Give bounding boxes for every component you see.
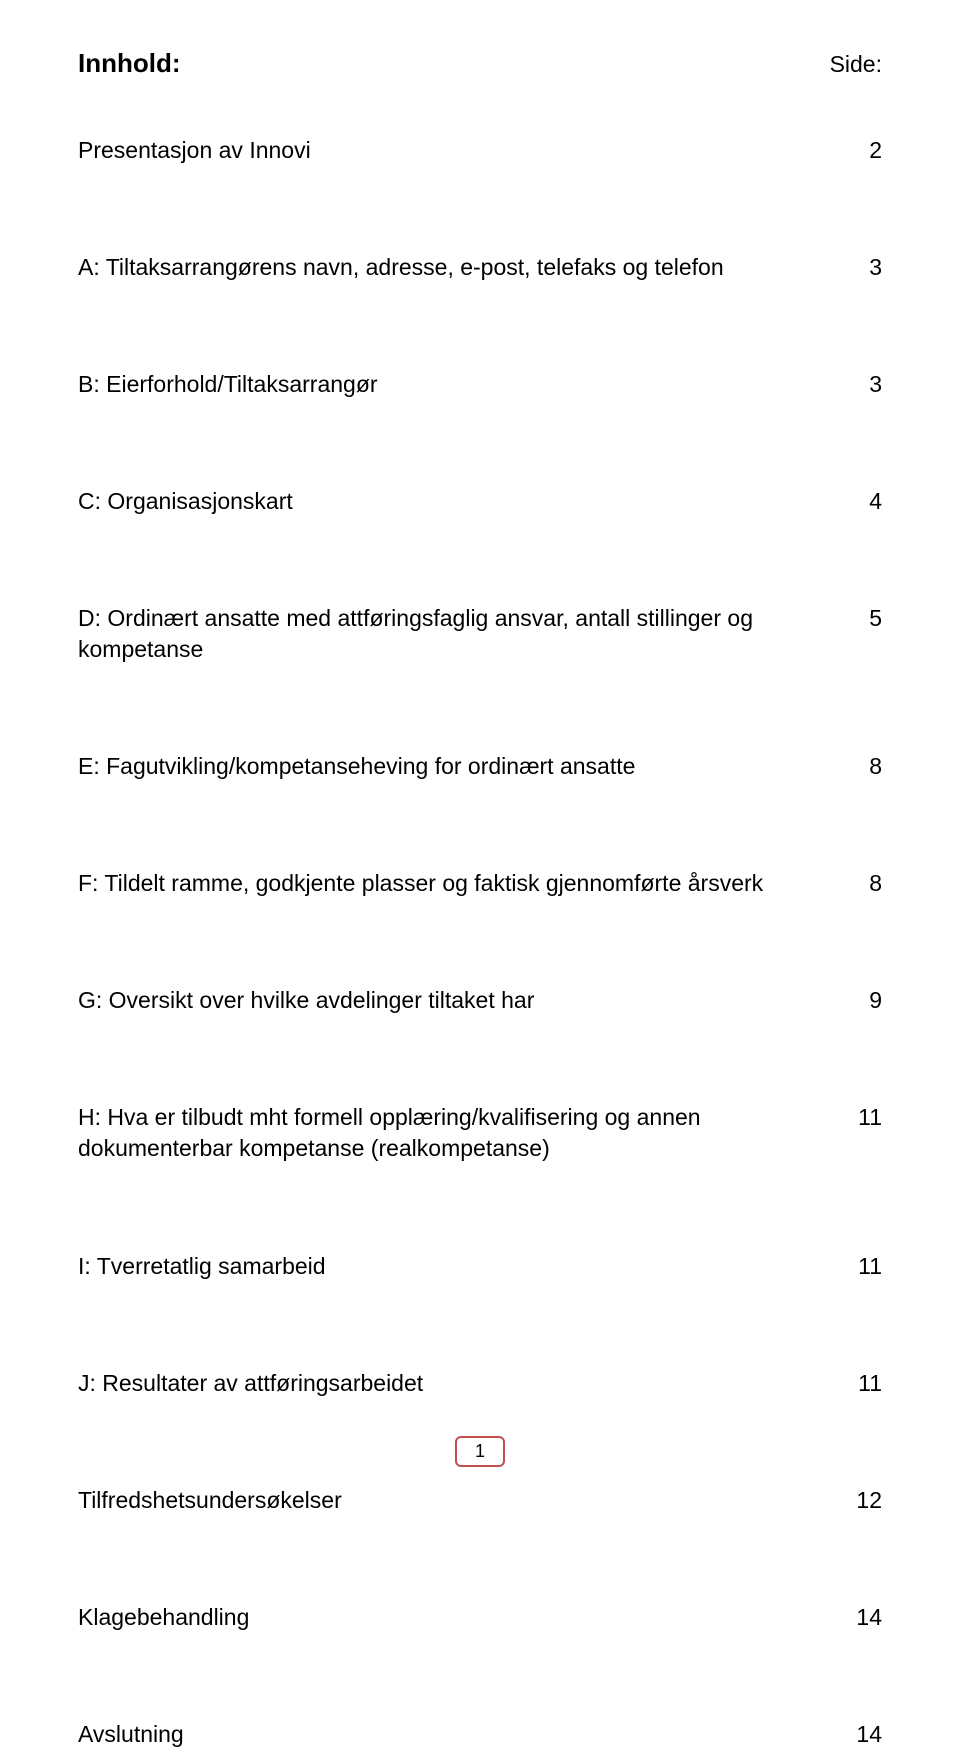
toc-entry-label: E: Fagutvikling/kompetanseheving for ord… bbox=[78, 751, 869, 782]
toc-entry: H: Hva er tilbudt mht formell opplæring/… bbox=[78, 1102, 882, 1164]
toc-title: Innhold: bbox=[78, 48, 181, 79]
toc-entry-page: 8 bbox=[869, 868, 882, 899]
toc-list: Presentasjon av Innovi2 A: Tiltaksarrangø… bbox=[78, 135, 882, 1750]
toc-entry-label: Avslutning bbox=[78, 1719, 856, 1750]
toc-entry-label: C: Organisasjonskart bbox=[78, 486, 869, 517]
toc-entry-label: H: Hva er tilbudt mht formell opplæring/… bbox=[78, 1102, 858, 1164]
toc-entry: I: Tverretatlig samarbeid11 bbox=[78, 1251, 882, 1282]
toc-entry-page: 11 bbox=[858, 1102, 882, 1133]
toc-entry-page: 14 bbox=[856, 1719, 882, 1750]
toc-side-label: Side: bbox=[830, 51, 882, 78]
toc-entry: J: Resultater av attføringsarbeidet11 bbox=[78, 1368, 882, 1399]
toc-entry: Tilfredshetsundersøkelser12 bbox=[78, 1485, 882, 1516]
toc-entry: D: Ordinært ansatte med attføringsfaglig… bbox=[78, 603, 882, 665]
toc-entry-label: J: Resultater av attføringsarbeidet bbox=[78, 1368, 858, 1399]
toc-entry-page: 14 bbox=[856, 1602, 882, 1633]
toc-entry-page: 3 bbox=[869, 369, 882, 400]
toc-entry-label: F: Tildelt ramme, godkjente plasser og f… bbox=[78, 868, 869, 899]
toc-entry-page: 12 bbox=[856, 1485, 882, 1516]
toc-entry-page: 8 bbox=[869, 751, 882, 782]
toc-entry-label: I: Tverretatlig samarbeid bbox=[78, 1251, 858, 1282]
toc-entry: G: Oversikt over hvilke avdelinger tilta… bbox=[78, 985, 882, 1016]
toc-entry-label: D: Ordinært ansatte med attføringsfaglig… bbox=[78, 603, 869, 665]
toc-entry-label: G: Oversikt over hvilke avdelinger tilta… bbox=[78, 985, 869, 1016]
document-page: Innhold: Side: Presentasjon av Innovi2 A:… bbox=[0, 0, 960, 1507]
toc-entry-label: Tilfredshetsundersøkelser bbox=[78, 1485, 856, 1516]
toc-entry: Avslutning14 bbox=[78, 1719, 882, 1750]
toc-entry-page: 9 bbox=[869, 985, 882, 1016]
toc-entry: Klagebehandling14 bbox=[78, 1602, 882, 1633]
toc-entry: E: Fagutvikling/kompetanseheving for ord… bbox=[78, 751, 882, 782]
toc-entry-label: Klagebehandling bbox=[78, 1602, 856, 1633]
toc-entry-label: B: Eierforhold/Tiltaksarrangør bbox=[78, 369, 869, 400]
toc-entry-page: 3 bbox=[869, 252, 882, 283]
toc-entry-page: 11 bbox=[858, 1368, 882, 1399]
toc-header: Innhold: Side: bbox=[78, 48, 882, 79]
toc-entry: A: Tiltaksarrangørens navn, adresse, e-p… bbox=[78, 252, 882, 283]
toc-entry-label: A: Tiltaksarrangørens navn, adresse, e-p… bbox=[78, 252, 869, 283]
toc-entry: B: Eierforhold/Tiltaksarrangør3 bbox=[78, 369, 882, 400]
toc-entry-page: 2 bbox=[869, 135, 882, 166]
toc-entry: C: Organisasjonskart4 bbox=[78, 486, 882, 517]
page-number: 1 bbox=[455, 1436, 505, 1467]
toc-entry-page: 4 bbox=[869, 486, 882, 517]
toc-entry: F: Tildelt ramme, godkjente plasser og f… bbox=[78, 868, 882, 899]
toc-entry-label: Presentasjon av Innovi bbox=[78, 135, 869, 166]
toc-entry-page: 11 bbox=[858, 1251, 882, 1282]
toc-entry-page: 5 bbox=[869, 603, 882, 634]
toc-entry: Presentasjon av Innovi2 bbox=[78, 135, 882, 166]
